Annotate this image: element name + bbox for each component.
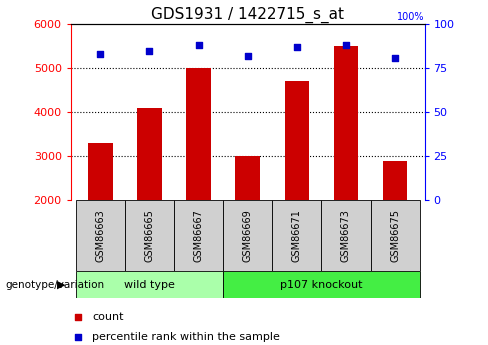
Bar [223, 200, 272, 271]
Bar [322, 200, 370, 271]
Text: percentile rank within the sample: percentile rank within the sample [92, 332, 280, 342]
Bar [334, 46, 358, 200]
Title: GDS1931 / 1422715_s_at: GDS1931 / 1422715_s_at [151, 7, 344, 23]
Text: count: count [92, 312, 123, 322]
Point [145, 48, 153, 53]
Text: GSM86665: GSM86665 [144, 209, 154, 262]
Point [391, 55, 399, 60]
Bar [285, 81, 309, 200]
Bar [223, 271, 420, 298]
Point [74, 314, 81, 319]
Text: wild type: wild type [124, 280, 175, 289]
Text: 100%: 100% [397, 12, 425, 22]
Text: genotype/variation: genotype/variation [5, 280, 104, 289]
Bar [88, 143, 113, 200]
Bar [272, 200, 322, 271]
Bar [186, 68, 211, 200]
Bar [174, 200, 223, 271]
Text: ▶: ▶ [58, 280, 66, 289]
Text: GSM86675: GSM86675 [390, 209, 400, 262]
Point [74, 335, 81, 340]
Text: p107 knockout: p107 knockout [280, 280, 363, 289]
Point [96, 51, 104, 57]
Text: GSM86669: GSM86669 [243, 209, 253, 262]
Text: GSM86671: GSM86671 [292, 209, 302, 262]
Bar [76, 271, 223, 298]
Bar [383, 160, 407, 200]
Point [342, 42, 350, 48]
Bar [125, 200, 174, 271]
Text: GSM86667: GSM86667 [194, 209, 203, 262]
Point [244, 53, 252, 59]
Point [195, 42, 203, 48]
Bar [235, 156, 260, 200]
Text: GSM86673: GSM86673 [341, 209, 351, 262]
Bar [370, 200, 420, 271]
Bar [76, 200, 125, 271]
Point [293, 44, 301, 50]
Text: GSM86663: GSM86663 [95, 209, 105, 262]
Bar [137, 108, 162, 200]
